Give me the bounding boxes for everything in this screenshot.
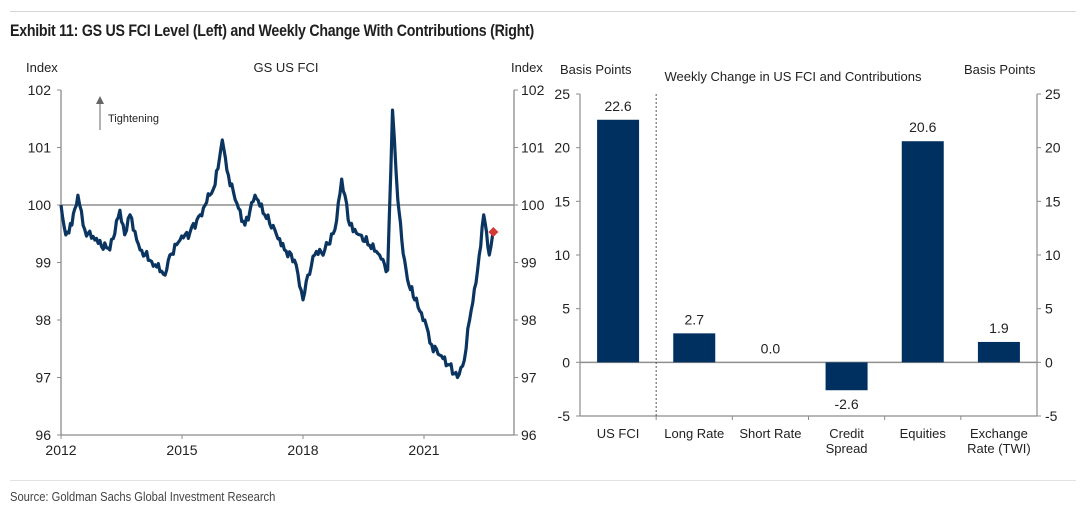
bar-data-label: 2.7 bbox=[685, 311, 705, 327]
left-y-tick-label: 98 bbox=[35, 312, 51, 328]
right-y-tick-label: 96 bbox=[521, 427, 537, 443]
bar-data-label: 20.6 bbox=[909, 119, 936, 135]
left-y-tick-label: 99 bbox=[35, 255, 51, 271]
bar-data-label: 0.0 bbox=[761, 340, 781, 356]
line-chart-plot bbox=[59, 108, 514, 380]
bar-right-axis-title: Basis Points bbox=[964, 62, 1036, 77]
bar-right-y-tick-label: 5 bbox=[1045, 301, 1053, 317]
bar-exchange-rate-twi bbox=[977, 341, 1020, 363]
bar-chart-axes: -5 -5 0 0 5 5 10 10 15 15 20 20 25 25 US FCI Long Rate S… bbox=[554, 86, 1060, 456]
bar-right-y-tick-label: 20 bbox=[1045, 140, 1061, 156]
left-y-tick-label: 100 bbox=[28, 197, 52, 213]
source-note: Source: Goldman Sachs Global Investment … bbox=[10, 489, 276, 504]
bar-right-y-tick-label: 0 bbox=[1045, 354, 1053, 370]
right-y-tick-label: 100 bbox=[521, 197, 545, 213]
bar-left-y-tick-label: 25 bbox=[554, 86, 570, 102]
bar-data-label: 22.6 bbox=[604, 98, 631, 114]
bar-category-label: Equities bbox=[900, 426, 947, 441]
bar-left-y-tick-label: 15 bbox=[554, 193, 570, 209]
x-tick-label: 2018 bbox=[287, 442, 318, 458]
bar-right-y-tick-label: 15 bbox=[1045, 193, 1061, 209]
right-y-tick-label: 97 bbox=[521, 370, 537, 386]
bar-left-y-tick-label: 5 bbox=[562, 301, 570, 317]
tightening-label: Tightening bbox=[108, 113, 159, 125]
bar-category-label: Exchange bbox=[970, 426, 1028, 441]
bar-data-label: -2.6 bbox=[835, 396, 859, 412]
bar-left-y-tick-label: -5 bbox=[558, 408, 571, 424]
arrow-up-icon bbox=[96, 96, 104, 104]
bar-category-label: Rate (TWI) bbox=[967, 441, 1031, 456]
bar-long-rate bbox=[673, 333, 716, 363]
latest-value-marker bbox=[488, 227, 499, 238]
line-chart-axes: 96 96 97 97 98 98 99 99 100 100 101 101 102 102 2012 20… bbox=[28, 82, 545, 458]
tightening-annotation: Tightening bbox=[96, 96, 159, 130]
bar-credit-spread bbox=[825, 362, 868, 391]
bar-left-axis-title: Basis Points bbox=[560, 62, 632, 77]
x-tick-label: 2012 bbox=[45, 442, 76, 458]
right-y-tick-label: 98 bbox=[521, 312, 537, 328]
left-axis-title: Index bbox=[26, 60, 58, 75]
bar-data-label: 1.9 bbox=[989, 320, 1009, 336]
bar-category-label: US FCI bbox=[597, 426, 640, 441]
bar-category-label: Short Rate bbox=[739, 426, 801, 441]
exhibit-title: Exhibit 11: GS US FCI Level (Left) and W… bbox=[10, 22, 534, 40]
bar-chart-title: Weekly Change in US FCI and Contribution… bbox=[665, 69, 922, 84]
fci-series-line bbox=[59, 108, 495, 380]
left-y-tick-label: 96 bbox=[35, 427, 51, 443]
bottom-rule bbox=[10, 480, 1076, 481]
right-y-tick-label: 102 bbox=[521, 82, 545, 98]
bar-category-label: Credit bbox=[829, 426, 864, 441]
bar-right-y-tick-label: -5 bbox=[1045, 408, 1058, 424]
bar-us-fci bbox=[597, 119, 640, 363]
left-y-tick-label: 102 bbox=[28, 82, 52, 98]
bar-category-label: Long Rate bbox=[664, 426, 724, 441]
bar-chart-plot: 22.6 2.7 0.0 -2.6 20.6 1.9 bbox=[580, 94, 1037, 416]
left-y-tick-label: 101 bbox=[28, 140, 52, 156]
bar-equities bbox=[901, 141, 944, 363]
bar-right-y-tick-label: 10 bbox=[1045, 247, 1061, 263]
right-axis-title: Index bbox=[511, 60, 543, 75]
top-rule bbox=[10, 11, 1076, 12]
bar-left-y-tick-label: 0 bbox=[562, 354, 570, 370]
bar-left-y-tick-label: 20 bbox=[554, 140, 570, 156]
bar-right-y-tick-label: 25 bbox=[1045, 86, 1061, 102]
x-tick-label: 2015 bbox=[166, 442, 197, 458]
right-y-tick-label: 99 bbox=[521, 255, 537, 271]
line-chart-title: GS US FCI bbox=[253, 60, 318, 75]
x-tick-label: 2021 bbox=[408, 442, 439, 458]
right-y-tick-label: 101 bbox=[521, 140, 545, 156]
bar-category-label: Spread bbox=[826, 441, 868, 456]
left-y-tick-label: 97 bbox=[35, 370, 51, 386]
bar-left-y-tick-label: 10 bbox=[554, 247, 570, 263]
